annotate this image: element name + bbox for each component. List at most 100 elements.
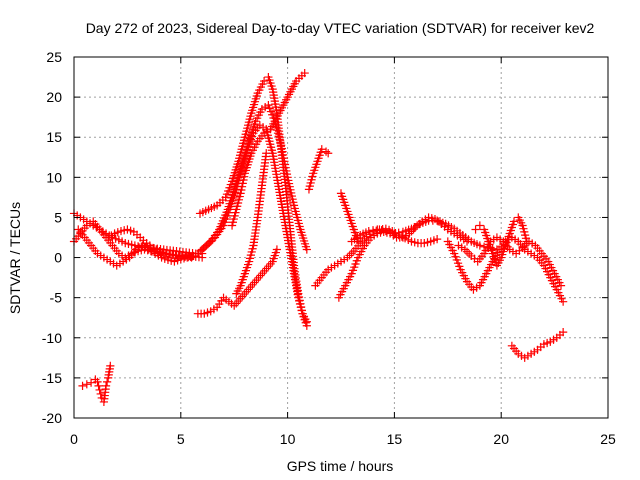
series-rise-c [193,101,311,258]
data-point [248,146,257,155]
data-point [493,248,502,257]
data-point [488,249,497,258]
data-point [295,296,304,305]
data-point [231,208,240,217]
data-point [163,255,173,265]
data-point [265,104,274,113]
data-point [334,293,343,302]
data-point [452,255,461,265]
series-segment-12a [311,224,442,290]
data-point [116,226,126,236]
data-point [518,221,527,230]
data-point [264,101,273,110]
data-point [458,268,467,277]
y-tick-label: -5 [50,290,63,306]
data-point [497,253,506,262]
data-point [251,140,261,149]
x-tick-label: 25 [600,431,616,447]
data-point [345,272,355,281]
data-point [509,217,519,226]
data-point [296,303,305,312]
data-point [256,82,265,92]
series-early-d [104,225,196,262]
data-point [313,157,322,166]
data-point [255,85,264,95]
data-point [381,226,390,236]
data-point [230,211,239,220]
data-point [545,260,554,269]
data-point [426,237,435,246]
data-point [241,266,251,275]
data-point [485,240,494,249]
data-point [539,261,549,270]
data-point [240,172,249,181]
data-point [445,240,454,249]
data-point [266,107,276,116]
data-point [275,135,284,144]
data-point [251,117,260,126]
data-point [271,248,280,257]
data-point [243,143,252,152]
data-point [127,240,136,249]
data-point [443,237,452,246]
data-point [312,160,321,169]
data-point [555,278,564,287]
data-point [316,148,325,157]
data-point [289,201,299,210]
data-point [349,225,358,234]
data-point [130,241,139,250]
y-tick-label: 5 [54,209,62,225]
y-tick-label: -20 [42,410,62,426]
data-point [520,227,529,236]
x-tick-label: 20 [493,431,509,447]
data-point [483,266,492,275]
data-point [225,183,234,192]
data-point [224,208,233,217]
data-point [404,235,413,245]
data-point [256,108,265,117]
data-point [277,141,286,150]
data-point [187,253,196,262]
data-point [281,163,290,172]
series-rise-d [232,149,271,298]
data-point [237,185,246,195]
data-point [347,219,356,228]
data-point [111,234,120,243]
data-point [161,249,170,258]
data-point [239,272,248,281]
data-point [160,254,169,263]
data-point [311,163,320,172]
data-point [86,378,96,387]
series-evening-b [454,233,566,290]
data-point [254,111,263,120]
data-point [260,76,269,86]
data-point [253,114,262,123]
data-point [267,81,276,91]
data-point [219,221,228,230]
data-point [343,207,352,216]
x-axis-label: GPS time / hours [287,458,394,474]
data-point [305,182,314,191]
data-point [507,223,516,232]
data-point [377,226,386,235]
data-point [148,243,158,253]
data-point [390,229,399,238]
data-point [373,225,382,234]
data-point [292,210,301,219]
data-point [95,385,104,395]
data-point [241,130,250,139]
data-point [94,381,103,391]
data-point [483,234,492,243]
data-point [451,252,460,261]
data-point [480,225,489,234]
data-point [546,273,555,282]
data-point [309,169,318,178]
data-point [302,245,311,254]
data-point [487,246,496,255]
data-point [223,211,232,220]
y-tick-label: -10 [42,330,62,346]
data-point [348,222,357,231]
data-point [238,179,247,188]
data-point [267,146,276,155]
